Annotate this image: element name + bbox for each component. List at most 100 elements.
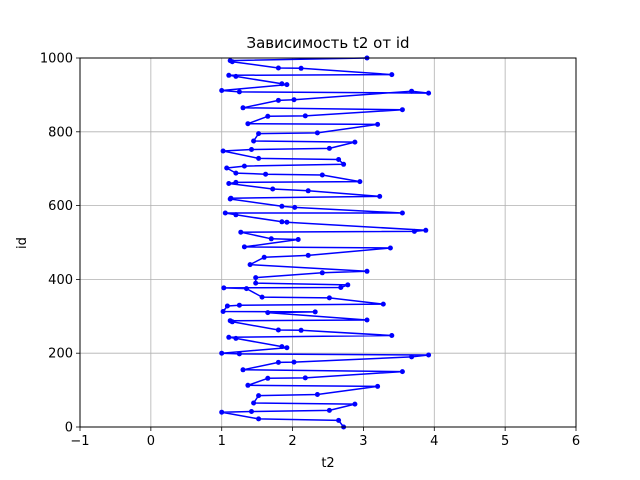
data-point [265, 375, 271, 381]
data-point [233, 335, 239, 341]
data-point [284, 345, 290, 351]
data-point [228, 195, 234, 201]
x-tick-label: 1 [218, 434, 226, 449]
data-point [345, 282, 351, 288]
data-point [219, 409, 225, 415]
data-point [380, 301, 386, 307]
data-point [326, 407, 332, 413]
data-point [375, 383, 381, 389]
data-point [302, 375, 308, 381]
x-tick-label: 5 [501, 434, 509, 449]
data-point [270, 186, 276, 192]
data-point [411, 228, 417, 234]
data-point [263, 171, 269, 177]
data-point [319, 270, 325, 276]
data-point [275, 97, 281, 103]
x-axis-label: t2 [321, 456, 334, 471]
data-point [399, 369, 405, 375]
data-point [399, 210, 405, 216]
data-point [357, 179, 363, 185]
data-point [275, 327, 281, 333]
data-point [314, 392, 320, 397]
x-tick-label: −1 [70, 434, 89, 449]
data-point [241, 163, 247, 169]
data-point [219, 88, 225, 93]
data-point [364, 317, 370, 323]
data-point [226, 334, 232, 340]
data-point [261, 254, 267, 260]
data-point [305, 252, 311, 258]
data-point [389, 72, 395, 78]
series-line [220, 57, 430, 428]
data-point [291, 97, 297, 103]
data-point [292, 204, 298, 210]
data-point [241, 244, 247, 250]
data-point [240, 105, 246, 111]
data-point [220, 309, 226, 314]
data-point [236, 302, 242, 308]
data-point [305, 188, 311, 194]
data-point [227, 58, 233, 64]
data-point [377, 193, 383, 199]
chart-title: Зависимость t2 от id [246, 34, 409, 52]
data-point [341, 161, 347, 167]
data-point [426, 90, 432, 96]
data-point [409, 354, 415, 360]
data-point [249, 409, 254, 414]
data-point [364, 268, 370, 274]
data-point [222, 210, 228, 216]
data-point [244, 286, 249, 292]
data-point [233, 179, 239, 185]
y-tick-label: 400 [48, 273, 73, 288]
data-point [409, 88, 415, 94]
data-point [247, 262, 253, 268]
y-tick-label: 800 [48, 125, 73, 140]
y-tick-label: 0 [65, 421, 73, 436]
data-point [224, 303, 230, 309]
data-point [221, 285, 227, 291]
data-series [219, 55, 432, 430]
data-point [279, 203, 285, 209]
data-point [251, 138, 257, 144]
data-point [265, 310, 271, 316]
data-point [284, 219, 290, 225]
data-point [224, 165, 230, 171]
data-point [275, 359, 281, 365]
data-point [268, 236, 274, 242]
data-point [220, 148, 226, 154]
data-point [236, 351, 242, 357]
data-point [256, 131, 262, 137]
data-point [298, 327, 304, 333]
data-point [245, 121, 251, 127]
x-tick-label: 4 [430, 434, 438, 449]
data-point [279, 81, 285, 87]
data-point [236, 89, 242, 95]
data-point [226, 72, 232, 78]
data-point [251, 400, 257, 406]
data-point [326, 295, 332, 301]
data-point [302, 113, 308, 119]
data-point [233, 73, 239, 79]
data-point [291, 359, 297, 365]
data-point [284, 82, 290, 88]
y-tick-label: 1000 [40, 52, 73, 67]
data-point [233, 170, 239, 176]
data-point [319, 172, 325, 178]
data-point [245, 382, 251, 388]
data-point [387, 245, 393, 251]
data-point [389, 333, 395, 338]
data-point [226, 181, 232, 186]
data-point [233, 212, 239, 218]
data-point [253, 280, 259, 286]
data-point [295, 237, 301, 242]
data-point [227, 318, 233, 324]
data-point [256, 155, 262, 161]
data-point [253, 275, 259, 281]
x-tick-label: 3 [359, 434, 367, 449]
data-point [352, 401, 358, 407]
x-tick-label: 0 [147, 434, 155, 449]
